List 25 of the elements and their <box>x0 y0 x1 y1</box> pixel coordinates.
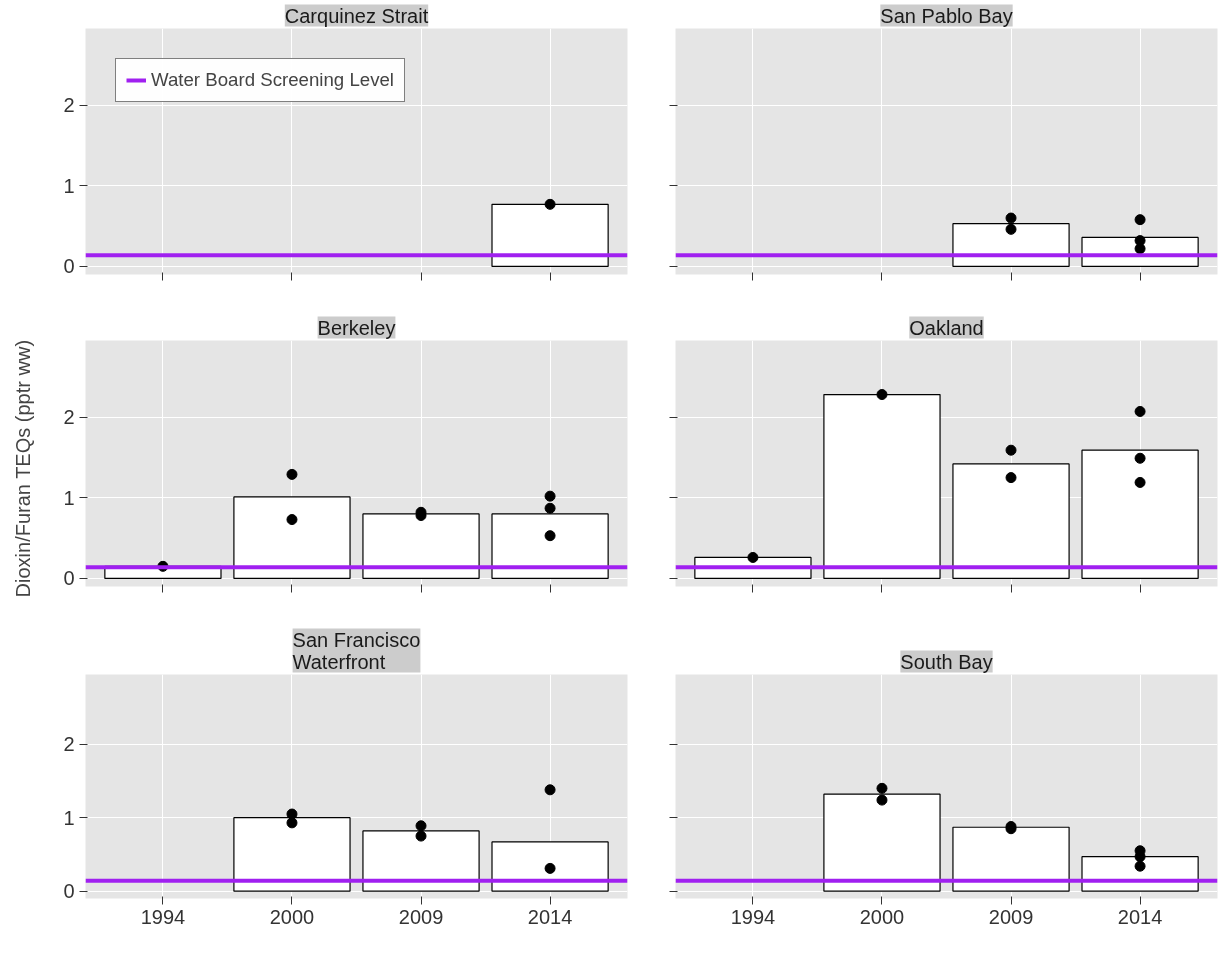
x-tick-label: 1994 <box>140 905 186 928</box>
y-tick-label: 0 <box>63 567 75 590</box>
y-axis-title: Dioxin/Furan TEQs (pptr ww) <box>12 339 34 598</box>
x-tick-label: 2000 <box>269 905 315 928</box>
y-tick-label: 1 <box>63 806 75 829</box>
y-tick-label: 1 <box>63 486 75 509</box>
y-tick-label: 0 <box>63 880 75 903</box>
y-tick-label: 0 <box>63 255 75 278</box>
x-tick-label: 1994 <box>730 905 776 928</box>
chart-title: San Francisco Waterfront <box>292 628 421 673</box>
legend-label: Water Board Screening Level <box>151 69 395 91</box>
y-tick-label: 2 <box>63 406 75 429</box>
x-tick-label: 2009 <box>398 905 444 928</box>
x-tick-label: 2009 <box>988 905 1034 928</box>
y-tick-label: 2 <box>63 733 75 756</box>
x-tick-label: 2014 <box>527 905 573 928</box>
chart-title: Oakland <box>909 316 984 339</box>
chart-title: San Pablo Bay <box>880 4 1013 27</box>
chart-title: Berkeley <box>317 316 396 339</box>
chart-title: South Bay <box>900 650 993 673</box>
x-tick-label: 2000 <box>859 905 905 928</box>
y-tick-label: 1 <box>63 174 75 197</box>
chart-title: Carquinez Strait <box>284 4 429 27</box>
y-tick-label: 2 <box>63 94 75 117</box>
x-tick-label: 2014 <box>1117 905 1163 928</box>
